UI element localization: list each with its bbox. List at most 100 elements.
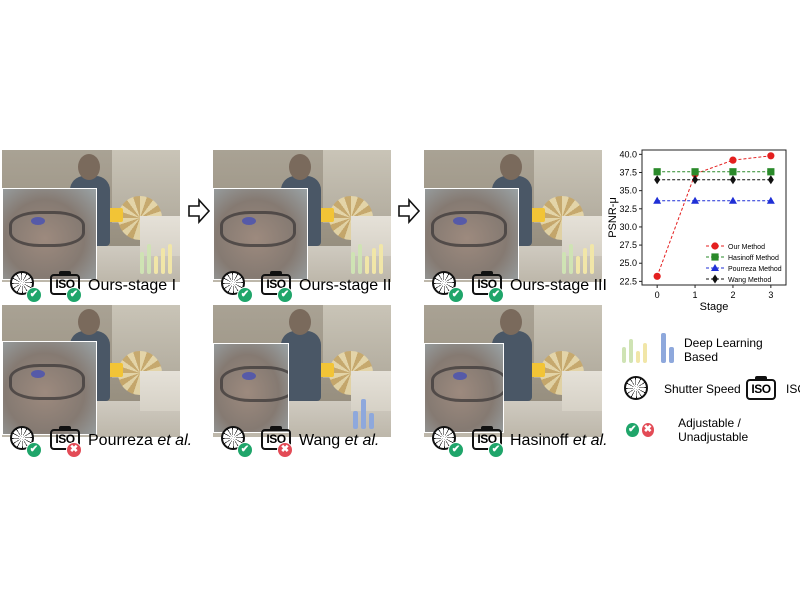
- data-point: [692, 175, 699, 185]
- cross-icon: ✖: [641, 423, 655, 437]
- check-icon: ✔: [448, 442, 464, 458]
- shutter-icon: ✔: [221, 271, 253, 303]
- shutter-icon: ✔: [10, 271, 42, 303]
- plot-frame: [641, 149, 787, 286]
- y-tick-label: 22.5: [619, 276, 637, 286]
- method-name-text: Pourreza: [88, 432, 158, 449]
- check-icon: ✔: [626, 423, 639, 437]
- data-point: [691, 168, 699, 176]
- shutter-icon: ✔: [432, 426, 464, 458]
- arrow-icon: [188, 198, 211, 224]
- data-point: [767, 152, 775, 160]
- check-icon: ✔: [66, 287, 82, 303]
- legend-adjustable: ✔ ✖ Adjustable / Unadjustable: [626, 416, 800, 444]
- result-image: [424, 150, 602, 282]
- data-point: [728, 196, 737, 204]
- method-name: Wang et al.: [299, 432, 379, 450]
- data-point: [653, 196, 662, 204]
- y-tick-label: 27.5: [619, 240, 637, 250]
- legend-entry: Our Method: [728, 244, 765, 251]
- method-name-text: Wang: [299, 432, 345, 449]
- legend-entry: Pourreza Method: [728, 266, 782, 273]
- zoom-inset: [424, 188, 519, 280]
- iso-icon: ISO ✔: [472, 271, 504, 303]
- method-name-text: Ours-stage II: [299, 277, 392, 294]
- et-al-text: et al.: [572, 432, 608, 449]
- cross-icon: ✖: [66, 442, 82, 458]
- y-tick-label: 40.0: [619, 149, 637, 159]
- iso-icon: ISO ✔: [261, 271, 293, 303]
- method-name-text: Hasinoff: [510, 432, 573, 449]
- check-icon: ✔: [26, 442, 42, 458]
- legend-shutter: Shutter Speed: [624, 376, 741, 402]
- data-point: [729, 175, 736, 185]
- method-name: Pourreza et al.: [88, 432, 192, 450]
- adjustable-label: Adjustable / Unadjustable: [678, 416, 749, 444]
- check-icon: ✔: [26, 287, 42, 303]
- shutter-icon: ✔: [10, 426, 42, 458]
- zoom-inset: [2, 341, 97, 435]
- check-icon: ✔: [448, 287, 464, 303]
- data-point: [691, 196, 700, 204]
- result-image: [2, 305, 180, 437]
- y-tick-label: 37.5: [619, 168, 637, 178]
- result-image: [424, 305, 602, 437]
- method-label: ✔ ISO ✔ Ours-stage II: [221, 271, 391, 303]
- y-tick-label: 25.0: [619, 258, 637, 268]
- shutter-icon: [624, 376, 650, 402]
- iso-icon: ISO ✖: [50, 426, 82, 458]
- yellow-bars-icon: [622, 337, 647, 363]
- y-axis-label: PSNR-μ: [607, 197, 619, 238]
- zoom-inset: [424, 343, 504, 433]
- shutter-icon: ✔: [221, 426, 253, 458]
- method-name-text: Ours-stage I: [88, 277, 177, 294]
- data-point: [653, 168, 661, 176]
- deep-learning-bars-icon: [353, 389, 374, 429]
- method-label: ✔ ISO ✔ Hasinoff et al.: [432, 426, 608, 458]
- y-tick-label: 32.5: [619, 204, 637, 214]
- deep-learning-bars-icon: [140, 234, 172, 274]
- legend-iso: ISO ISO: [746, 376, 800, 402]
- arrow-icon: [398, 198, 421, 224]
- shutter-icon: ✔: [432, 271, 464, 303]
- method-label: ✔ ISO ✖ Wang et al.: [221, 426, 379, 458]
- y-tick-label: 35.0: [619, 186, 637, 196]
- zoom-inset: [213, 188, 308, 280]
- x-tick-label: 0: [655, 290, 660, 300]
- y-tick-label: 30.0: [619, 222, 637, 232]
- legend-entry: Hasinoff Method: [728, 255, 779, 262]
- legend-marker: [711, 242, 719, 250]
- psnr-chart: 22.5 25.0 27.5 30.0 32.5 35.0 37.5 40.0 0 1 2 3 Stag…: [607, 149, 787, 313]
- deep-learning-bars-icon: [351, 234, 383, 274]
- check-icon: ✔: [237, 442, 253, 458]
- blue-bars-icon: [661, 333, 674, 363]
- data-point: [654, 175, 661, 185]
- x-tick-label: 1: [693, 290, 698, 300]
- method-name-text: Ours-stage III: [510, 277, 607, 294]
- legend-entry: Wang Method: [728, 277, 771, 284]
- method-name: Ours-stage I: [88, 277, 176, 295]
- method-label: ✔ ISO ✔ Ours-stage III: [432, 271, 607, 303]
- legend-marker: [711, 264, 719, 271]
- et-al-text: et al.: [157, 432, 193, 449]
- x-tick-label: 3: [768, 290, 773, 300]
- method-label: ✔ ISO ✖ Pourreza et al.: [10, 426, 192, 458]
- iso-icon: ISO ✖: [261, 426, 293, 458]
- result-image: [213, 305, 391, 437]
- iso-icon: ISO ✔: [472, 426, 504, 458]
- data-point: [729, 168, 737, 176]
- method-label: ✔ ISO ✔ Ours-stage I: [10, 271, 176, 303]
- data-point: [766, 196, 775, 204]
- data-point: [767, 175, 774, 185]
- x-tick-label: 2: [730, 290, 735, 300]
- check-icon: ✔: [277, 287, 293, 303]
- shutter-label: Shutter Speed: [664, 382, 741, 396]
- data-point: [729, 156, 737, 164]
- result-image: [213, 150, 391, 282]
- method-name: Ours-stage II: [299, 277, 391, 295]
- check-icon: ✔: [237, 287, 253, 303]
- deep-learning-label: Deep Learning Based: [684, 336, 763, 364]
- iso-icon: ISO ✔: [50, 271, 82, 303]
- method-name: Hasinoff et al.: [510, 432, 608, 450]
- iso-label: ISO: [786, 382, 800, 396]
